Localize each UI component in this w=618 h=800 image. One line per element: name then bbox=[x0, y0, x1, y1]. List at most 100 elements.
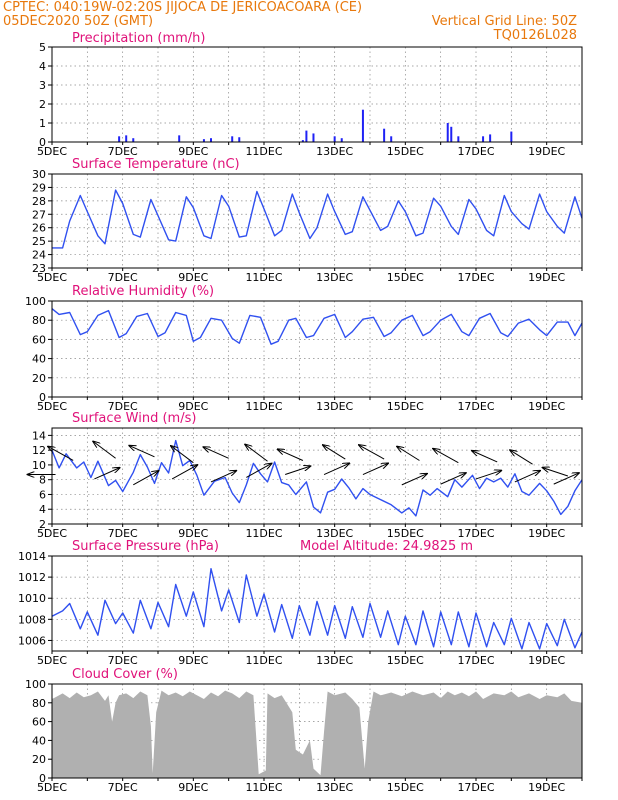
pressure-ytick-label-3: 1012 bbox=[18, 571, 46, 584]
wind-vector-24 bbox=[514, 471, 540, 483]
wind-title: Surface Wind (m/s) bbox=[72, 411, 196, 426]
header-model-id: TQ0126L028 bbox=[493, 28, 577, 43]
wind-vector-5 bbox=[129, 446, 155, 458]
pressure-ytick-label-0: 1006 bbox=[18, 634, 46, 647]
pressure-panel: 1006 1008 1010 1012 1014 5DEC 7DEC 9DEC 11DEC 13D… bbox=[18, 539, 583, 667]
precip-bar-11 bbox=[333, 136, 336, 142]
pressure-title: Surface Pressure (hPa) bbox=[72, 539, 219, 554]
temperature-ytick-label-4: 27 bbox=[32, 208, 46, 221]
header: CPTEC: 040:19W-02:20S JIJOCA DE JERICOAC… bbox=[3, 0, 577, 43]
temperature-series-line bbox=[52, 189, 583, 249]
wind-ytick-label-1: 4 bbox=[39, 503, 46, 516]
wind-vector-20 bbox=[440, 473, 466, 485]
pressure-xtick-label-1: 7DEC bbox=[108, 654, 138, 667]
wind-xtick-label-1: 7DEC bbox=[108, 527, 138, 540]
humidity-xtick-label-6: 17DEC bbox=[457, 400, 494, 413]
humidity-xtick-label-7: 19DEC bbox=[528, 400, 565, 413]
pressure-xtick-label-0: 5DEC bbox=[37, 654, 67, 667]
pressure-series-line bbox=[51, 568, 583, 650]
temperature-ytick-label-0: 23 bbox=[32, 262, 46, 275]
wind-vector-6 bbox=[171, 465, 197, 480]
cloud-xtick-label-2: 9DEC bbox=[178, 781, 208, 794]
temperature-ytick-label-3: 26 bbox=[32, 222, 46, 235]
pressure-ytick-label-1: 1008 bbox=[18, 613, 46, 626]
humidity-ytick-label-2: 40 bbox=[32, 353, 46, 366]
humidity-ytick-label-0: 0 bbox=[39, 391, 46, 404]
wind-vector-10 bbox=[246, 463, 271, 478]
temperature-ytick-label-7: 30 bbox=[32, 168, 46, 181]
pressure-xtick-label-5: 15DEC bbox=[387, 654, 424, 667]
precip-ytick-label-0: 0 bbox=[39, 136, 46, 149]
temperature-xtick-label-4: 13DEC bbox=[316, 271, 353, 284]
humidity-ytick-label-1: 20 bbox=[32, 372, 46, 385]
wind-xtick-label-0: 5DEC bbox=[37, 527, 67, 540]
humidity-xtick-label-4: 13DEC bbox=[316, 400, 353, 413]
precip-bar-10 bbox=[312, 133, 315, 142]
precip-bar-18 bbox=[457, 136, 460, 142]
precip-bar-17 bbox=[450, 126, 453, 142]
wind-vector-21 bbox=[433, 449, 459, 464]
precip-bar-14 bbox=[383, 128, 386, 142]
temperature-xtick-label-0: 5DEC bbox=[37, 271, 67, 284]
wind-vector-2 bbox=[94, 468, 119, 480]
wind-xtick-label-2: 9DEC bbox=[178, 527, 208, 540]
cloud-xtick-label-7: 19DEC bbox=[528, 781, 565, 794]
wind-xtick-label-7: 19DEC bbox=[528, 527, 565, 540]
wind-vector-16 bbox=[362, 463, 388, 475]
precip-bar-20 bbox=[489, 134, 492, 142]
precip-bar-19 bbox=[482, 136, 485, 142]
wind-ytick-label-0: 2 bbox=[39, 518, 46, 531]
pressure-xtick-label-7: 19DEC bbox=[528, 654, 565, 667]
humidity-frame bbox=[51, 300, 583, 398]
wind-vector-3 bbox=[93, 441, 116, 459]
temperature-ytick-label-1: 24 bbox=[32, 249, 46, 262]
precip-bar-13 bbox=[361, 109, 364, 142]
temperature-xtick-label-3: 11DEC bbox=[245, 271, 282, 284]
precip-bar-16 bbox=[446, 123, 449, 142]
pressure-xtick-label-6: 17DEC bbox=[457, 654, 494, 667]
humidity-series-line bbox=[51, 308, 583, 345]
humidity-xtick-label-3: 11DEC bbox=[245, 400, 282, 413]
wind-vector-15 bbox=[323, 445, 346, 460]
wind-ytick-label-2: 6 bbox=[39, 488, 46, 501]
cloud-xtick-label-4: 13DEC bbox=[316, 781, 353, 794]
precip-bar-7 bbox=[238, 137, 241, 142]
wind-ytick-label-6: 14 bbox=[32, 429, 46, 442]
wind-ytick-label-5: 12 bbox=[32, 444, 46, 457]
precip-ytick-label-4: 4 bbox=[39, 60, 46, 73]
wind-vector-14 bbox=[323, 463, 349, 475]
wind-vector-9 bbox=[203, 447, 229, 459]
precip-panel: 0 1 2 3 4 5 5DEC 7DEC 9DEC 11DEC 13DEC 15DEC 17DEC 19… bbox=[37, 31, 583, 158]
cloud-ytick-label-0: 0 bbox=[39, 772, 46, 785]
temperature-xtick-label-6: 17DEC bbox=[457, 271, 494, 284]
precip-xtick-label-0: 5DEC bbox=[37, 145, 67, 158]
precip-ytick-label-2: 2 bbox=[39, 98, 46, 111]
wind-vector-13 bbox=[278, 449, 304, 461]
header-station: CPTEC: 040:19W-02:20S JIJOCA DE JERICOAC… bbox=[3, 0, 362, 15]
header-grid-info: Vertical Grid Line: 50Z bbox=[432, 14, 577, 29]
wind-ytick-label-4: 10 bbox=[32, 459, 46, 472]
precip-bar-5 bbox=[210, 138, 212, 142]
precip-bar-12 bbox=[340, 138, 343, 142]
pressure-ytick-label-4: 1014 bbox=[18, 550, 46, 563]
humidity-title: Relative Humidity (%) bbox=[72, 284, 214, 299]
cloud-xtick-label-1: 7DEC bbox=[108, 781, 138, 794]
precip-bar-8 bbox=[301, 140, 304, 142]
temperature-frame bbox=[51, 173, 583, 269]
wind-vector-26 bbox=[553, 473, 579, 485]
wind-series-line bbox=[51, 439, 583, 517]
cloud-xtick-label-5: 15DEC bbox=[387, 781, 424, 794]
pressure-xtick-label-2: 9DEC bbox=[178, 654, 208, 667]
precip-xtick-label-4: 13DEC bbox=[316, 145, 353, 158]
wind-ytick-label-3: 8 bbox=[39, 474, 46, 487]
pressure-xtick-label-4: 13DEC bbox=[316, 654, 353, 667]
wind-vector-23 bbox=[472, 451, 498, 463]
temperature-xtick-label-5: 15DEC bbox=[387, 271, 424, 284]
precip-xtick-label-5: 15DEC bbox=[387, 145, 424, 158]
pressure-ytick-label-2: 1010 bbox=[18, 592, 46, 605]
precip-xtick-label-6: 17DEC bbox=[457, 145, 494, 158]
wind-vector-19 bbox=[397, 446, 420, 461]
cloud-xtick-label-6: 17DEC bbox=[457, 781, 494, 794]
